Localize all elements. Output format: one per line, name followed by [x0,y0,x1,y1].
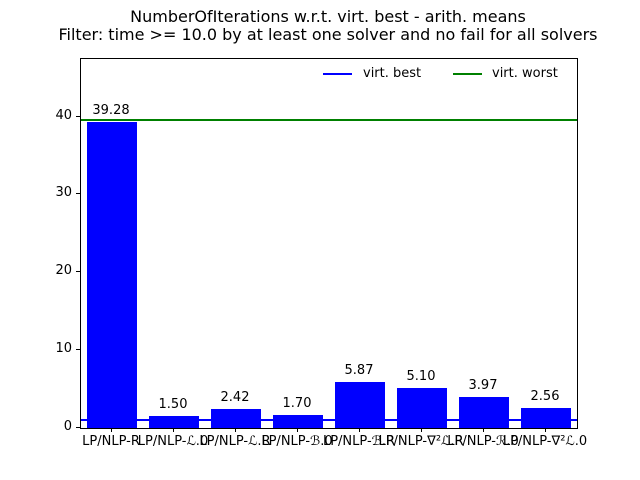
bar-value-label: 1.70 [282,395,312,411]
x-tick-label: LP/NLP-∇²ℒ.0 [502,434,588,449]
bar [149,416,199,428]
bar-value-label: 5.87 [344,363,374,379]
x-tick-mark [235,428,236,432]
y-tick-mark [76,193,80,195]
y-tick-label: 30 [55,185,72,201]
y-tick-label: 40 [55,107,72,123]
legend-label-virt-best: virt. best [363,66,422,81]
y-tick-label: 20 [55,263,72,279]
chart-title: NumberOfIterations w.r.t. virt. best - a… [130,7,526,26]
x-tick-mark [359,428,360,432]
x-tick-mark [173,428,174,432]
y-tick-label: 0 [63,419,72,434]
virt-worst-line [81,118,577,121]
x-tick-mark [297,428,298,432]
x-tick-label: LP/NLP-ℛ.0 [447,434,519,449]
chart-subtitle: Filter: time >= 10.0 by at least one sol… [58,25,598,44]
y-tick-mark [76,349,80,351]
y-tick-mark [76,115,80,117]
x-tick-label: LP/NLP-ℬ.0 [261,434,333,449]
bar-value-label: 3.97 [468,378,498,394]
bar [87,122,137,428]
y-tick-label: 10 [55,341,72,357]
x-tick-label: LP/NLP-ℬ.R [322,434,396,449]
x-tick-label: LP/NLP-∇²ℒ.R [378,434,464,449]
virt-best-line-sample [323,73,352,75]
bar [211,409,261,428]
y-tick-mark [76,427,80,428]
x-tick-label: LP/NLP-R [82,434,140,449]
bar [459,397,509,428]
x-tick-mark [483,428,484,432]
plot-area [80,58,578,429]
virt-best-line [81,419,577,422]
legend-label-virt-worst: virt. worst [492,66,558,81]
virt-worst-line-sample [453,73,482,75]
bar-value-label: 2.42 [220,390,250,406]
x-tick-mark [545,428,546,432]
x-tick-mark [421,428,422,432]
bar-value-label: 2.56 [530,389,560,405]
bar-value-label: 39.28 [92,103,130,119]
bar [521,408,571,428]
y-tick-mark [76,271,80,273]
x-tick-mark [111,428,112,432]
bar-value-label: 5.10 [406,369,436,385]
bar-value-label: 1.50 [158,397,188,413]
bar [397,388,447,428]
x-tick-label: LP/NLP-ℒ.0 [137,434,209,449]
bar [273,414,323,428]
x-tick-label: LP/NLP-ℒ.R [199,434,271,449]
